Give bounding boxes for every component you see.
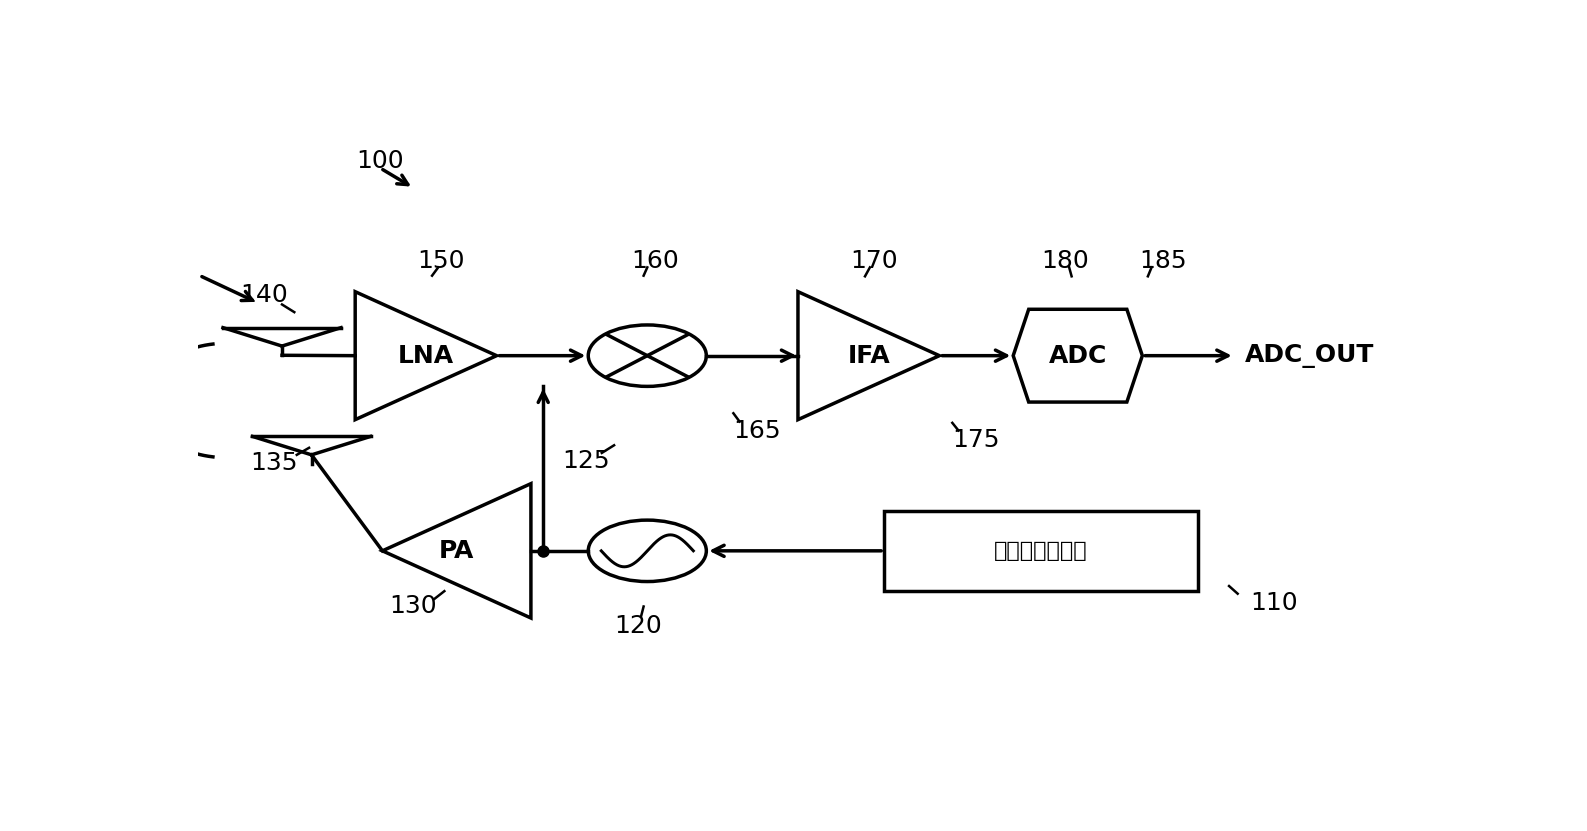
- Text: 180: 180: [1041, 249, 1089, 273]
- Text: 125: 125: [562, 450, 609, 473]
- Text: 140: 140: [240, 283, 287, 307]
- Bar: [884, 511, 1198, 591]
- Text: IFA: IFA: [847, 344, 890, 367]
- Text: ADC: ADC: [1049, 344, 1108, 367]
- Text: 135: 135: [251, 451, 297, 475]
- Text: 160: 160: [632, 249, 679, 273]
- Text: 170: 170: [851, 249, 898, 273]
- Text: 130: 130: [389, 594, 436, 618]
- Text: LNA: LNA: [398, 344, 454, 367]
- Text: 185: 185: [1139, 249, 1187, 273]
- Text: 150: 150: [417, 249, 465, 273]
- Text: ADC_OUT: ADC_OUT: [1244, 344, 1374, 367]
- Text: 165: 165: [733, 419, 781, 443]
- Text: 120: 120: [614, 613, 662, 637]
- Text: PA: PA: [440, 538, 475, 563]
- Text: 175: 175: [952, 428, 1000, 452]
- Text: 100: 100: [355, 149, 403, 173]
- Text: 110: 110: [1251, 592, 1298, 615]
- Text: 数字斜坡发生器: 数字斜坡发生器: [993, 541, 1087, 561]
